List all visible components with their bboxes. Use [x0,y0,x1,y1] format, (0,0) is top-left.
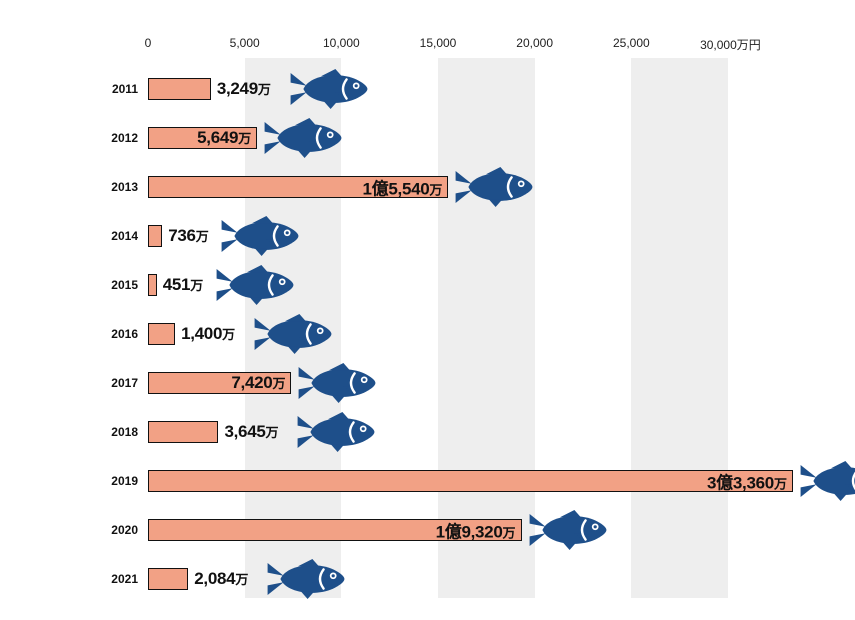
value-label: 7,420万 [231,373,285,393]
x-axis-tick-label: 15,000 [420,36,457,50]
chart-row: 20161,400万 [148,309,728,358]
value-label-number: 3億3,360 [707,473,774,492]
value-label-number: 7,420 [231,373,272,392]
value-label-suffix: 万 [258,82,271,97]
value-label: 451万 [163,275,203,295]
chart-row: 2014736万 [148,211,728,260]
chart-bar [148,421,218,443]
x-axis-unit: 万円 [737,38,761,52]
value-label-suffix: 万 [503,525,516,540]
x-axis-tick-label: 30,000万円 [700,36,761,53]
value-label: 3,645万 [224,422,278,442]
chart-bar [148,274,157,296]
chart-bar [148,78,211,100]
chart-row: 2015451万 [148,260,728,309]
value-label-suffix: 万 [272,376,285,391]
value-label-suffix: 万 [238,131,251,146]
value-label: 1,400万 [181,324,235,344]
year-label: 2016 [111,327,148,341]
value-label-number: 5,649 [197,128,238,147]
tuna-icon [220,215,300,257]
value-label: 3億3,360万 [707,468,787,493]
tuna-icon [296,411,376,453]
year-label: 2014 [111,229,148,243]
tuna-icon [289,68,369,110]
value-label-suffix: 万 [190,278,203,293]
tuna-icon [297,362,377,404]
tuna-icon [215,264,295,306]
year-label: 2020 [111,523,148,537]
year-label: 2015 [111,278,148,292]
value-label: 1億5,540万 [363,174,443,199]
year-label: 2017 [111,376,148,390]
value-label-suffix: 万 [235,572,248,587]
x-axis-tick-label: 0 [145,36,152,50]
value-label-number: 1億9,320 [436,522,503,541]
chart-row: 20212,084万 [148,554,728,603]
chart-bar [148,323,175,345]
value-label: 1億9,320万 [436,517,516,542]
value-label: 5,649万 [197,128,251,148]
tuna-icon [799,460,855,502]
year-label: 2012 [111,131,148,145]
tuna-icon [454,166,534,208]
chart-row: 20177,420万 [148,358,728,407]
tuna-icon [253,313,333,355]
value-label-number: 736 [168,226,195,245]
value-label-suffix: 万 [266,425,279,440]
x-axis-tick-label: 25,000 [613,36,650,50]
x-axis-tick-label: 5,000 [230,36,260,50]
chart-row: 20125,649万 [148,113,728,162]
chart-row: 20113,249万 [148,64,728,113]
tuna-icon [263,117,343,159]
value-label-number: 451 [163,275,190,294]
chart-plot: 05,00010,00015,00020,00025,00030,000万円20… [148,58,728,598]
chart-row: 20193億3,360万 [148,456,728,505]
value-label-number: 3,249 [217,79,258,98]
value-label-number: 3,645 [224,422,265,441]
chart-bar [148,225,162,247]
value-label: 3,249万 [217,79,271,99]
value-label-number: 1億5,540 [363,179,430,198]
value-label-suffix: 万 [774,476,787,491]
chart-row: 20201億9,320万 [148,505,728,554]
chart-bar [148,568,188,590]
value-label-suffix: 万 [429,182,442,197]
value-label: 736万 [168,226,208,246]
year-label: 2013 [111,180,148,194]
year-label: 2018 [111,425,148,439]
chart-bar [148,470,793,492]
x-axis-tick-label: 10,000 [323,36,360,50]
tuna-icon [266,558,346,600]
year-label: 2021 [111,572,148,586]
year-label: 2019 [111,474,148,488]
value-label: 2,084万 [194,569,248,589]
value-label-number: 2,084 [194,569,235,588]
value-label-suffix: 万 [196,229,209,244]
chart-area: 05,00010,00015,00020,00025,00030,000万円20… [148,58,728,598]
tuna-icon [528,509,608,551]
value-label-number: 1,400 [181,324,222,343]
chart-row: 20131億5,540万 [148,162,728,211]
chart-row: 20183,645万 [148,407,728,456]
x-axis-tick-label: 20,000 [516,36,553,50]
year-label: 2011 [112,82,148,96]
value-label-suffix: 万 [222,327,235,342]
